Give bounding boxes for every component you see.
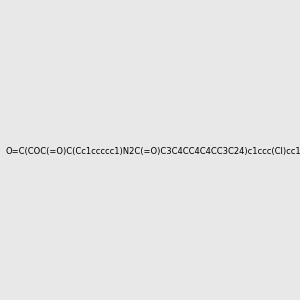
Text: O=C(COC(=O)C(Cc1ccccc1)N2C(=O)C3C4CC4C4CC3C24)c1ccc(Cl)cc1: O=C(COC(=O)C(Cc1ccccc1)N2C(=O)C3C4CC4C4C… (6, 147, 300, 156)
